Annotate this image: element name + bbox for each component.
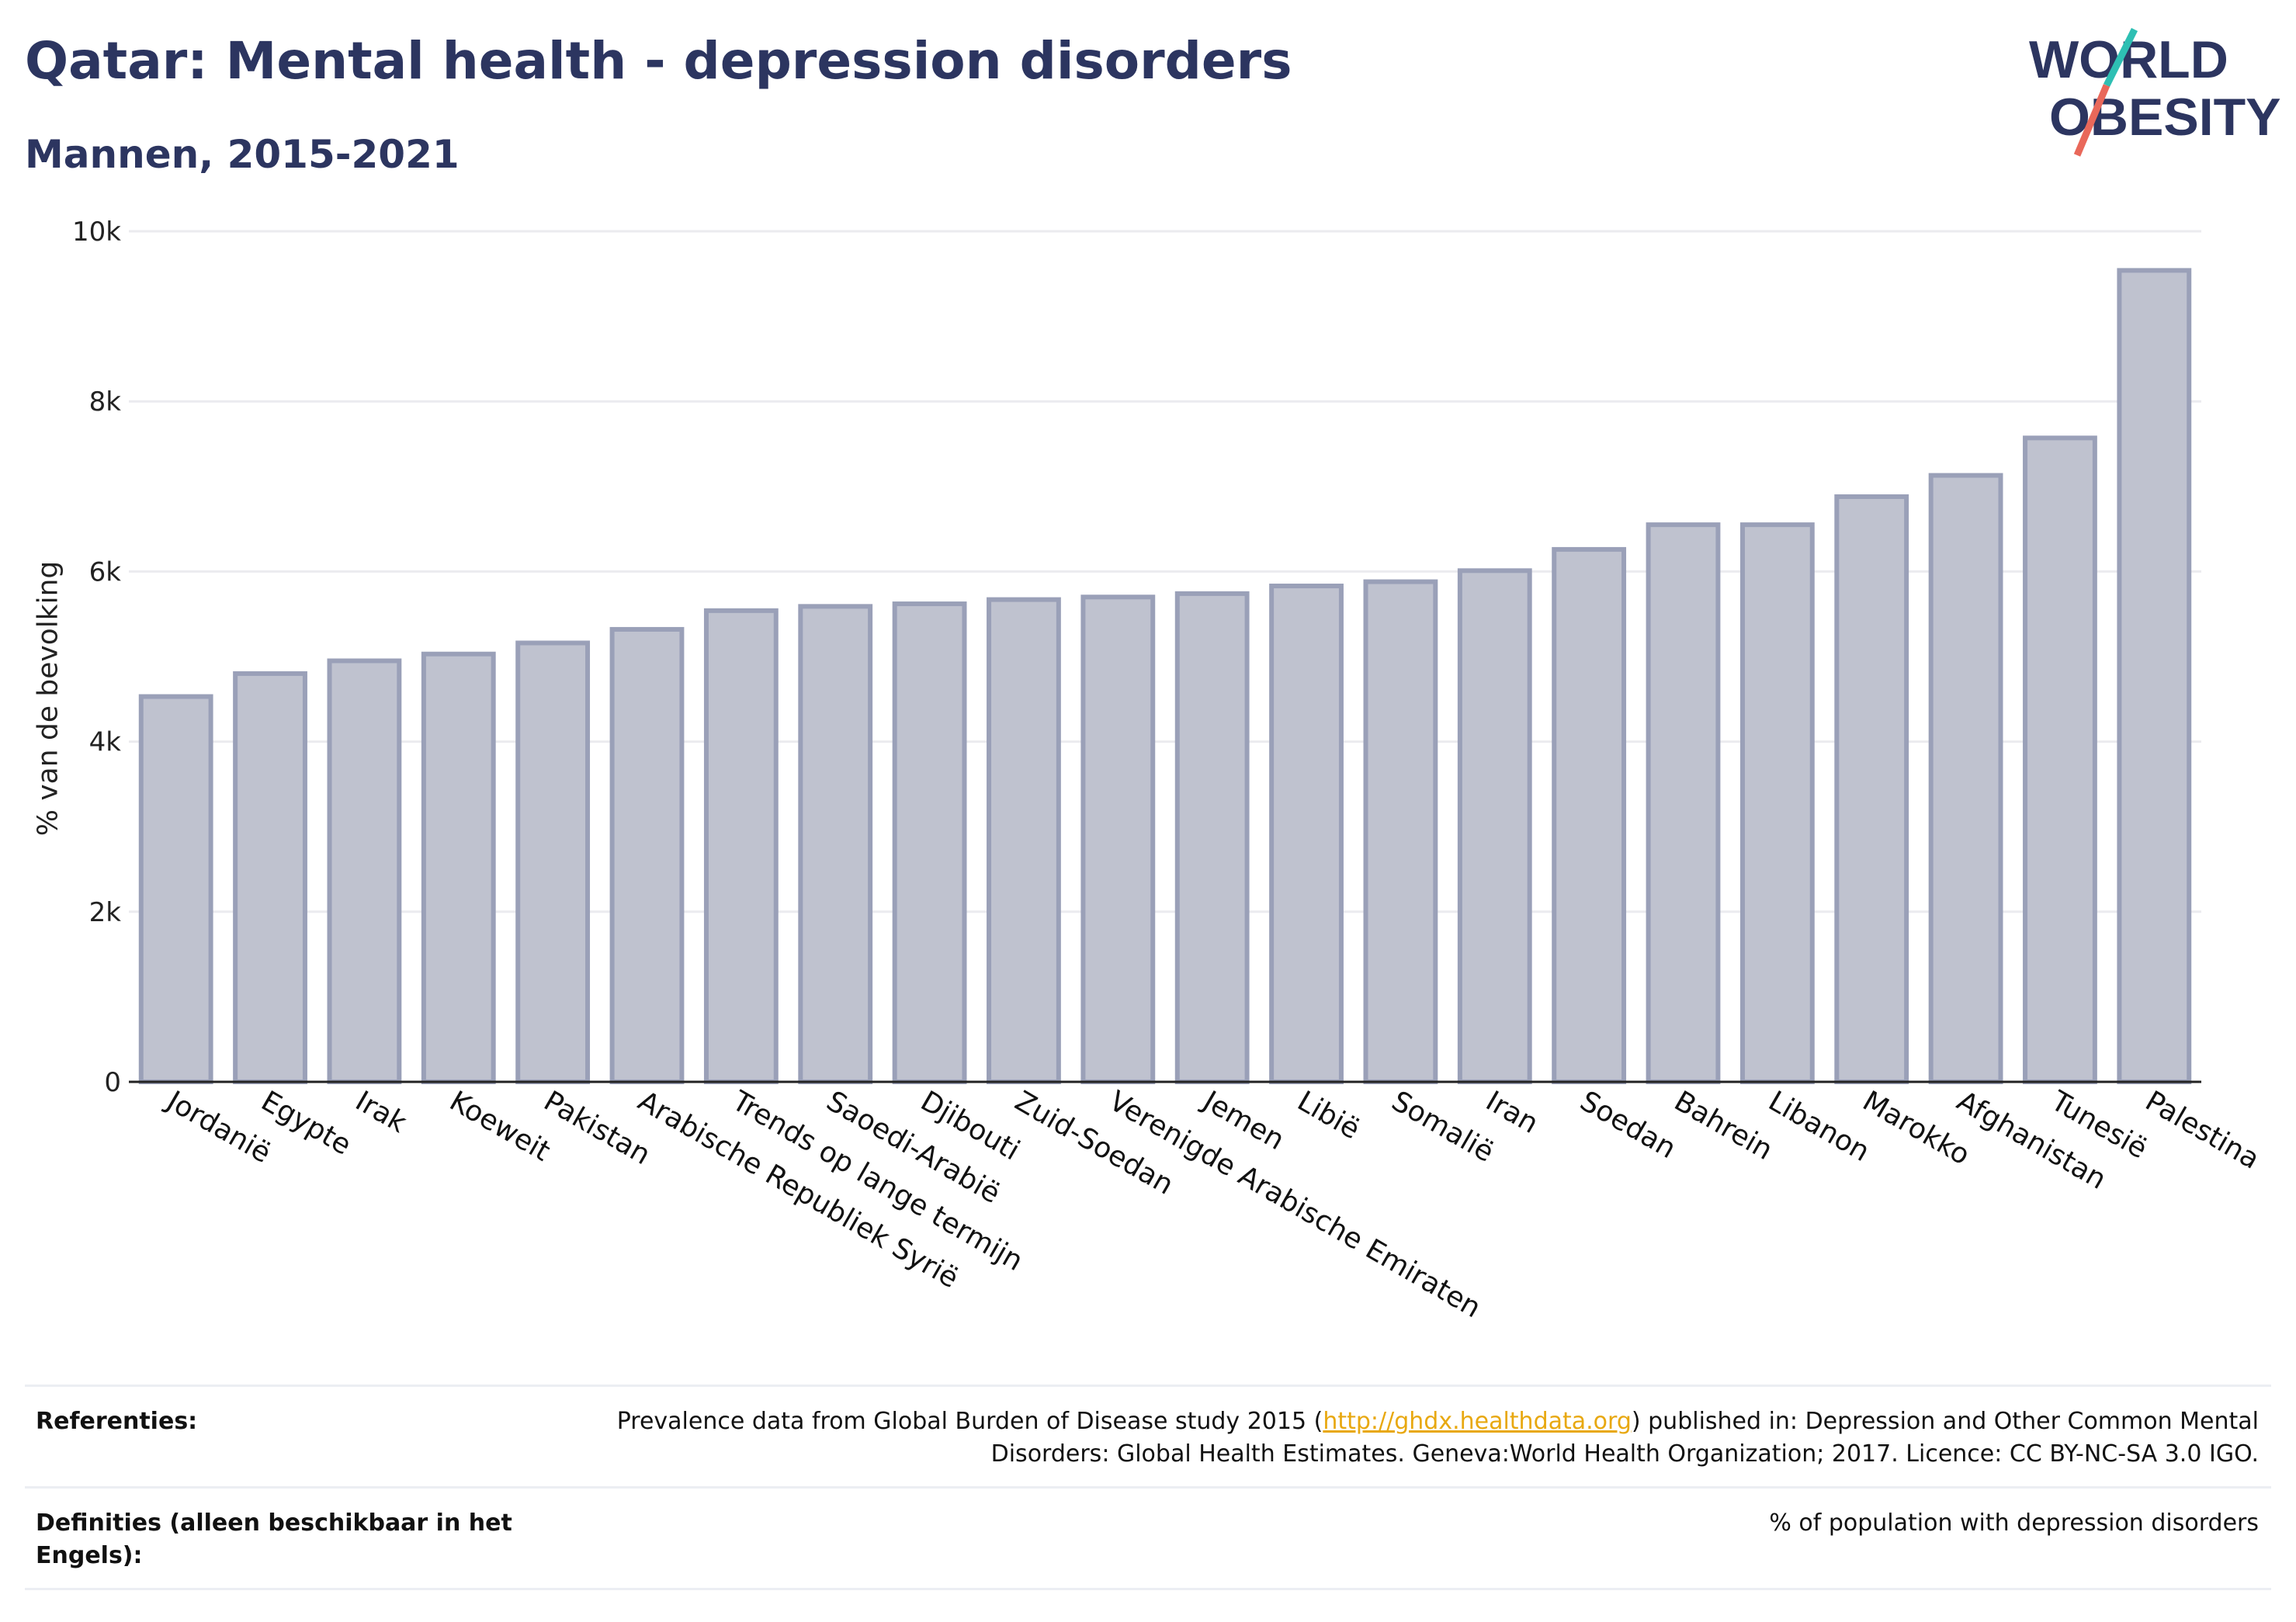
x-tick-label: Iran — [1480, 1085, 1543, 1140]
x-tick-label: Jordanië — [160, 1084, 276, 1170]
bar[interactable] — [1080, 594, 1156, 1084]
x-tick-label: Bahrein — [1669, 1085, 1777, 1166]
x-tick-label: Palestina — [2140, 1085, 2265, 1176]
bar[interactable] — [1174, 591, 1250, 1084]
references-post: ) published in: Depression and Other Com… — [990, 1408, 2259, 1468]
bar[interactable] — [798, 604, 873, 1084]
y-tick-label: 8k — [89, 386, 122, 418]
bar[interactable] — [1552, 546, 1627, 1084]
y-tick-label: 0 — [104, 1067, 121, 1098]
chart-subtitle: Mannen, 2015-2021 — [25, 132, 460, 177]
y-tick-label: 4k — [89, 727, 122, 758]
logo-slash-teal — [2103, 27, 2138, 88]
x-tick-label: Libië — [1292, 1085, 1365, 1145]
references-link[interactable]: http://ghdx.healthdata.org — [1323, 1408, 1632, 1435]
bar[interactable] — [609, 626, 685, 1084]
bar[interactable] — [421, 651, 496, 1084]
x-tick-label: Marokko — [1857, 1085, 1975, 1171]
logo-slash-coral — [2073, 84, 2110, 157]
definitions-label: Definities (alleen beschikbaar in het En… — [36, 1509, 512, 1569]
bar[interactable] — [1457, 568, 1532, 1084]
definitions-text: % of population with depression disorder… — [1769, 1509, 2259, 1537]
bar[interactable] — [233, 671, 307, 1084]
x-tick-label: Somalië — [1386, 1085, 1499, 1169]
x-tick-label: Pakistan — [539, 1085, 656, 1171]
bar[interactable] — [1834, 494, 1909, 1084]
bar[interactable] — [987, 597, 1061, 1084]
references-text: Prevalence data from Global Burden of Di… — [590, 1405, 2259, 1471]
references-label: Referenties: — [36, 1408, 198, 1435]
bar[interactable] — [1269, 584, 1344, 1084]
references-row: Referenties: Prevalence data from Global… — [25, 1385, 2271, 1486]
x-tick-label: Koeweit — [444, 1085, 555, 1167]
bar[interactable] — [1363, 579, 1438, 1084]
y-tick-label: 6k — [89, 556, 122, 587]
y-tick-label: 10k — [72, 217, 121, 248]
bar[interactable] — [1739, 522, 1815, 1084]
world-obesity-logo: WORLD OBESITY — [2029, 27, 2281, 157]
x-tick-label: Libanon — [1763, 1085, 1875, 1168]
bar[interactable] — [327, 658, 402, 1084]
bar[interactable] — [2117, 268, 2192, 1084]
bar[interactable] — [2023, 435, 2097, 1084]
x-tick-label: Soedan — [1575, 1085, 1681, 1165]
references-pre: Prevalence data from Global Burden of Di… — [616, 1408, 1323, 1435]
bar[interactable] — [515, 640, 591, 1084]
x-tick-label: Irak — [350, 1085, 412, 1139]
definitions-row: Definities (alleen beschikbaar in het En… — [25, 1486, 2271, 1590]
bar[interactable] — [703, 608, 779, 1084]
chart-title: Qatar: Mental health - depression disord… — [25, 31, 1292, 91]
bar[interactable] — [1646, 522, 1721, 1084]
bar[interactable] — [138, 694, 213, 1085]
bar[interactable] — [892, 601, 967, 1084]
bar[interactable] — [1928, 473, 2003, 1084]
y-tick-label: 2k — [89, 897, 122, 928]
bars — [138, 268, 2192, 1085]
y-axis-label: % van de bevolking — [32, 560, 64, 837]
y-axis-ticks: 0 2k 4k 6k 8k 10k — [72, 217, 121, 1098]
x-tick-label: Zuid-Soedan — [1009, 1085, 1178, 1201]
footer: Referenties: Prevalence data from Global… — [25, 1385, 2271, 1590]
